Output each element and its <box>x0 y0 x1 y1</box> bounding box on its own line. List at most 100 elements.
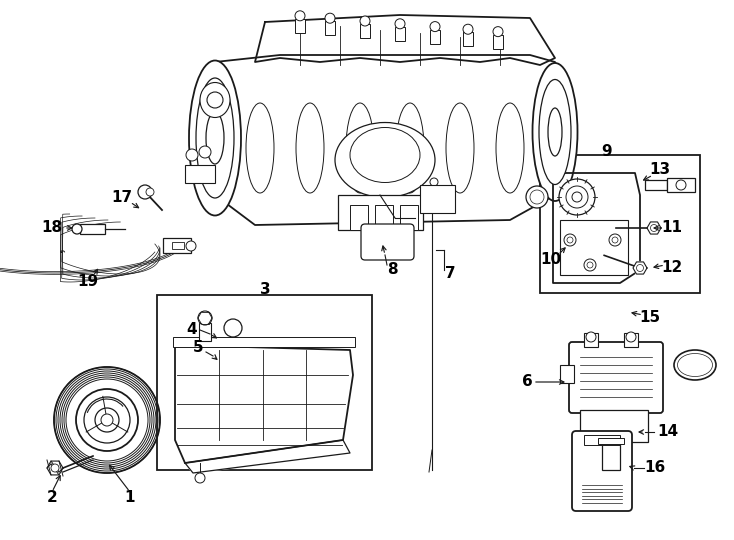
Circle shape <box>572 192 582 202</box>
Ellipse shape <box>548 108 562 156</box>
Text: 16: 16 <box>644 461 666 476</box>
Circle shape <box>138 185 152 199</box>
Circle shape <box>325 13 335 23</box>
Circle shape <box>395 19 405 29</box>
Text: 1: 1 <box>125 490 135 505</box>
Circle shape <box>493 26 503 37</box>
Bar <box>173 337 355 347</box>
Bar <box>667 178 695 192</box>
Bar <box>199 323 211 341</box>
Text: 13: 13 <box>650 163 671 178</box>
Circle shape <box>207 92 223 108</box>
Bar <box>584 333 598 347</box>
Bar <box>185 165 215 183</box>
Bar <box>295 19 305 33</box>
Polygon shape <box>553 173 640 283</box>
FancyBboxPatch shape <box>572 431 632 511</box>
Text: 19: 19 <box>78 274 98 289</box>
Bar <box>350 205 368 230</box>
Circle shape <box>76 389 138 451</box>
Text: 12: 12 <box>661 260 683 275</box>
Polygon shape <box>47 461 63 475</box>
Circle shape <box>636 265 644 272</box>
Circle shape <box>186 241 196 251</box>
Bar <box>560 365 574 383</box>
Text: 17: 17 <box>112 191 133 206</box>
Bar <box>375 205 393 230</box>
Circle shape <box>51 464 59 472</box>
Bar <box>157 295 372 470</box>
Text: 9: 9 <box>602 145 612 159</box>
Text: 14: 14 <box>658 424 678 440</box>
Ellipse shape <box>346 103 374 193</box>
Ellipse shape <box>206 112 224 164</box>
Text: 2: 2 <box>47 490 57 505</box>
Ellipse shape <box>677 354 713 376</box>
Text: 10: 10 <box>540 253 562 267</box>
Circle shape <box>198 311 212 325</box>
Polygon shape <box>647 222 661 234</box>
Bar <box>338 195 423 230</box>
Text: 11: 11 <box>661 220 683 235</box>
Bar <box>493 35 503 49</box>
Polygon shape <box>215 55 555 225</box>
Ellipse shape <box>446 103 474 193</box>
Ellipse shape <box>200 83 230 118</box>
Bar <box>395 27 405 41</box>
Ellipse shape <box>539 79 571 185</box>
Bar <box>580 410 648 442</box>
Text: 6: 6 <box>522 375 532 389</box>
Ellipse shape <box>196 78 234 198</box>
Ellipse shape <box>189 60 241 215</box>
Text: 18: 18 <box>41 220 62 235</box>
Polygon shape <box>185 440 350 473</box>
Ellipse shape <box>496 103 524 193</box>
Bar <box>624 333 638 347</box>
Circle shape <box>101 414 113 426</box>
Bar <box>540 155 700 293</box>
Circle shape <box>587 262 593 268</box>
Circle shape <box>676 180 686 190</box>
Circle shape <box>430 178 438 186</box>
Circle shape <box>566 186 588 208</box>
Text: 8: 8 <box>387 262 397 278</box>
Circle shape <box>567 237 573 243</box>
Circle shape <box>530 190 544 204</box>
Circle shape <box>186 149 198 161</box>
Circle shape <box>650 225 658 232</box>
FancyBboxPatch shape <box>569 342 663 413</box>
Circle shape <box>463 24 473 34</box>
Bar <box>463 32 473 46</box>
Polygon shape <box>175 345 353 463</box>
Text: 3: 3 <box>260 281 270 296</box>
Circle shape <box>95 408 119 432</box>
Circle shape <box>584 259 596 271</box>
Ellipse shape <box>674 350 716 380</box>
Ellipse shape <box>532 63 578 201</box>
Bar <box>602 442 620 470</box>
Circle shape <box>224 319 242 337</box>
Bar <box>430 30 440 44</box>
Bar <box>163 238 191 253</box>
Circle shape <box>564 234 576 246</box>
Text: 4: 4 <box>186 322 197 338</box>
Circle shape <box>295 11 305 21</box>
Circle shape <box>146 188 154 196</box>
Bar <box>400 205 418 230</box>
Circle shape <box>612 237 618 243</box>
Bar <box>645 180 667 190</box>
Ellipse shape <box>296 103 324 193</box>
Bar <box>172 242 184 249</box>
Bar <box>325 21 335 35</box>
Circle shape <box>526 186 548 208</box>
Bar <box>80 224 105 234</box>
Text: 15: 15 <box>639 310 661 326</box>
Ellipse shape <box>335 123 435 198</box>
FancyBboxPatch shape <box>361 224 414 260</box>
Bar <box>360 24 370 38</box>
Circle shape <box>430 22 440 32</box>
Circle shape <box>72 224 82 234</box>
Circle shape <box>199 146 211 158</box>
Text: 7: 7 <box>445 266 455 280</box>
Text: 5: 5 <box>193 341 203 355</box>
